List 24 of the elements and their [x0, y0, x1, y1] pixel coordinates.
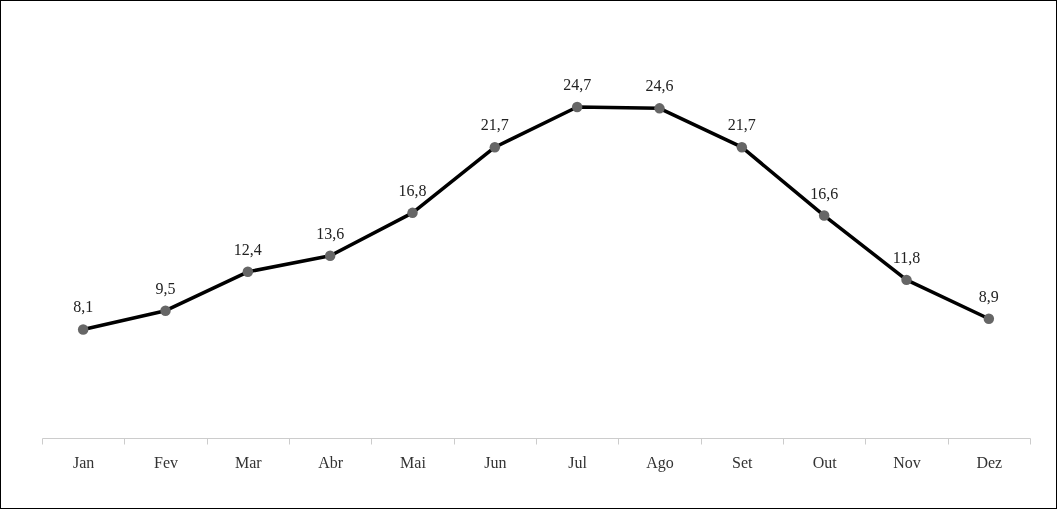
data-label: 9,5: [155, 279, 176, 297]
x-tick-label: Jul: [568, 453, 588, 471]
x-tick-label: Fev: [154, 453, 178, 471]
data-label: 16,6: [810, 184, 839, 202]
x-tick-label: Abr: [318, 453, 344, 471]
x-tick-label: Ago: [646, 453, 674, 472]
data-label: 13,6: [316, 224, 345, 242]
x-tick-label: Dez: [976, 453, 1003, 471]
x-tick-label: Jun: [484, 453, 507, 471]
x-tick-label: Nov: [893, 453, 921, 471]
data-label: 8,1: [73, 298, 94, 316]
data-label: 8,9: [978, 287, 999, 305]
data-label: 11,8: [892, 248, 921, 266]
x-tick-label: Mai: [400, 453, 427, 471]
data-label: 24,6: [645, 77, 674, 95]
data-label: 12,4: [233, 240, 262, 258]
data-label: 24,7: [563, 76, 592, 93]
x-tick-label: Mar: [235, 453, 263, 471]
data-label: 16,8: [398, 181, 427, 199]
data-label: 21,7: [480, 116, 509, 134]
x-tick-label: Out: [812, 453, 838, 471]
x-tick-label: Jan: [73, 453, 95, 471]
data-label: 21,7: [727, 116, 756, 134]
x-tick-label: Set: [732, 453, 754, 471]
